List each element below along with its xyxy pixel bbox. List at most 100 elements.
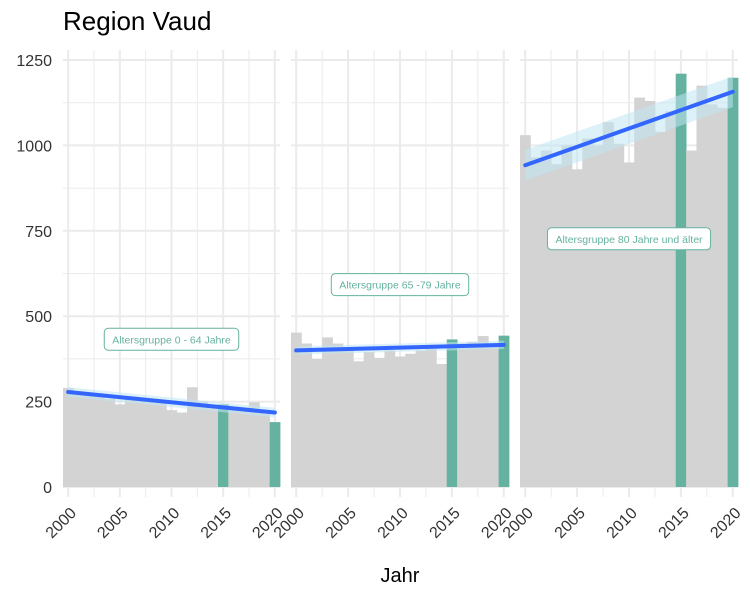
- chart-panels: Altersgruppe 0 - 64 Jahre 2000 2005 2010 201…: [43, 50, 745, 542]
- bar: [63, 387, 74, 487]
- bar: [571, 169, 583, 487]
- bars: [520, 73, 739, 488]
- bar: [94, 396, 105, 487]
- bar: [717, 107, 729, 487]
- bar: [125, 397, 136, 487]
- bar: [238, 407, 250, 487]
- bar: [363, 352, 375, 487]
- bar: [520, 135, 531, 488]
- bar: [114, 404, 126, 487]
- x-tick-label: 2005: [94, 505, 131, 542]
- bar: [488, 345, 500, 487]
- bar: [207, 405, 219, 487]
- trend-line: [66, 390, 277, 415]
- bar: [706, 104, 718, 488]
- bar: [654, 131, 666, 487]
- trend-line: [523, 89, 735, 168]
- bar: [301, 343, 313, 487]
- annotation-box: [546, 227, 712, 251]
- bar: [540, 150, 552, 488]
- bar: [457, 343, 468, 487]
- x-tick-label: 2015: [656, 505, 693, 542]
- bar: [73, 393, 85, 487]
- bar: [104, 398, 116, 487]
- bar: [249, 402, 260, 487]
- x-tick-label: 2010: [604, 505, 641, 542]
- x-tick-label: 2010: [146, 505, 183, 542]
- bar: [415, 350, 427, 487]
- bar: [561, 145, 573, 487]
- bar: [342, 348, 354, 487]
- highlight-bar: [218, 404, 229, 487]
- annotation-box: [103, 327, 240, 351]
- x-tick-label: 2005: [323, 505, 360, 542]
- annotation-label: Altersgruppe 80 Jahre und älter: [555, 234, 703, 246]
- bar: [166, 410, 178, 487]
- bar: [311, 358, 323, 487]
- bar: [592, 145, 604, 487]
- bar: [436, 364, 448, 487]
- bar: [83, 394, 95, 487]
- highlight-bar: [446, 339, 458, 487]
- bar: [322, 337, 333, 487]
- bar: [696, 85, 708, 488]
- bar: [135, 400, 147, 487]
- x-tick-label: 2015: [427, 505, 464, 542]
- x-tick-label: 2020: [707, 505, 744, 542]
- chart-title: Region Vaud: [63, 6, 212, 36]
- bar: [353, 361, 365, 487]
- x-tick-label: 2005: [552, 505, 589, 542]
- highlight-bar: [269, 422, 281, 487]
- annotation-label: Altersgruppe 65 -79 Jahre: [339, 280, 461, 292]
- bar: [644, 100, 656, 487]
- bar: [477, 336, 489, 487]
- highlight-bar: [498, 335, 510, 487]
- bar: [634, 97, 645, 488]
- annotation-box: [330, 273, 470, 297]
- y-tick-label: 250: [25, 395, 52, 412]
- bar: [530, 157, 542, 487]
- bar: [686, 150, 697, 488]
- x-axis-title: Jahr: [381, 565, 420, 587]
- bar: [603, 122, 614, 487]
- bar: [374, 357, 385, 487]
- y-tick-label: 0: [43, 480, 52, 497]
- bar: [623, 162, 635, 488]
- bar: [187, 387, 198, 487]
- highlight-bar: [675, 73, 687, 487]
- x-tick-label: 2015: [198, 505, 235, 542]
- bar: [582, 138, 594, 487]
- bar: [665, 111, 677, 488]
- trend-line: [294, 342, 506, 353]
- bar: [156, 401, 167, 487]
- highlight-bar: [727, 77, 739, 488]
- bar: [467, 341, 479, 487]
- bar: [613, 143, 625, 487]
- bar: [197, 401, 209, 487]
- y-axis: 0 250 500 750 1000 1250: [16, 53, 52, 497]
- bar: [394, 356, 406, 487]
- bar: [259, 411, 271, 487]
- bars: [291, 332, 510, 487]
- y-tick-label: 1250: [16, 53, 52, 70]
- bar: [145, 402, 157, 487]
- y-tick-label: 750: [25, 224, 52, 241]
- x-tick-label: 2010: [375, 505, 412, 542]
- bar: [228, 406, 240, 487]
- facet-panel: Altersgruppe 0 - 64 Jahre 2000 2005 2010 201…: [43, 50, 287, 542]
- annotation-label: Altersgruppe 0 - 64 Jahre: [112, 334, 231, 346]
- bar: [405, 353, 416, 487]
- bar: [425, 346, 437, 487]
- x-tick-label: 2000: [43, 505, 80, 542]
- bar: [551, 164, 562, 488]
- y-tick-label: 1000: [16, 138, 52, 155]
- bar: [384, 350, 396, 487]
- bars: [63, 387, 281, 487]
- bar: [176, 412, 188, 487]
- bar: [291, 332, 302, 487]
- y-tick-label: 500: [25, 309, 52, 326]
- bar: [332, 343, 344, 487]
